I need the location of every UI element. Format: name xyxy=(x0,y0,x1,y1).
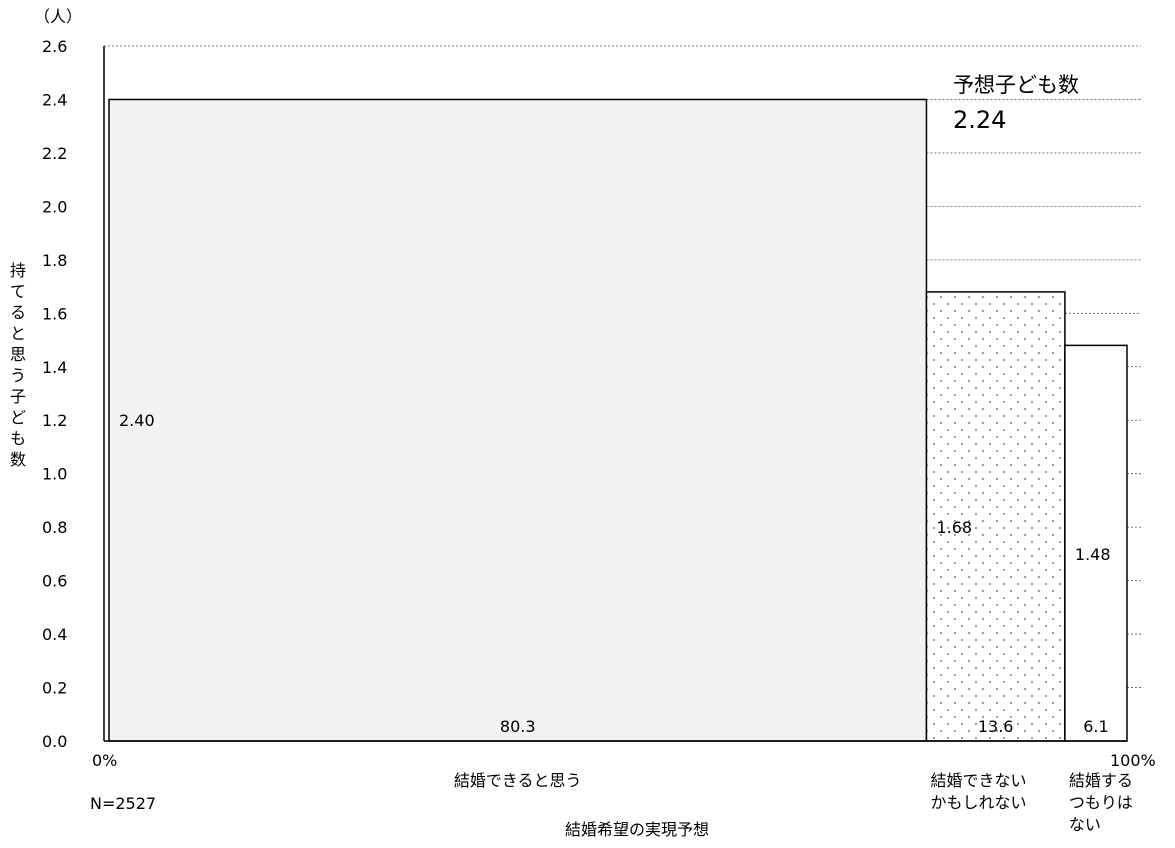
bar-value-label: 1.68 xyxy=(936,518,972,537)
bar-share-label: 13.6 xyxy=(978,717,1014,736)
y-axis-title-char: と xyxy=(10,324,26,343)
y-tick-label: 1.8 xyxy=(42,251,67,270)
annotation-title: 予想子ども数 xyxy=(953,73,1079,97)
y-tick-label: 2.4 xyxy=(42,90,67,109)
bar xyxy=(108,98,928,742)
y-axis-title-char: る xyxy=(10,303,26,322)
x-axis-title: 結婚希望の実現予想 xyxy=(565,820,709,839)
y-axis-title-char: 思 xyxy=(10,345,26,364)
category-label: ない xyxy=(1069,815,1101,834)
bar-share-label: 6.1 xyxy=(1083,717,1108,736)
bar-value-label: 2.40 xyxy=(119,411,155,430)
axes: 0.0 0.2 0.4 0.6 0.8 1.0 1.2 1.4 1.6 1.8 2.0 2.2 2.4 2… xyxy=(42,37,1127,751)
x-end-label: 100% xyxy=(1110,751,1156,770)
category-label: 結婚する xyxy=(1069,771,1133,790)
y-unit-label: （人） xyxy=(34,7,82,26)
y-axis-title-char: う xyxy=(10,366,26,385)
y-tick-label: 0.6 xyxy=(42,572,67,591)
y-tick-label: 1.4 xyxy=(42,358,67,377)
y-axis-title-char: て xyxy=(10,282,26,301)
bars xyxy=(108,98,1128,742)
x-start-label: 0% xyxy=(92,751,117,770)
annotation-value: 2.24 xyxy=(953,106,1006,134)
y-axis-title-char: 数 xyxy=(10,450,26,469)
bar xyxy=(1064,344,1128,742)
y-axis-title-char: ど xyxy=(10,408,26,427)
y-tick-label: 2.0 xyxy=(42,197,67,216)
category-label: つもりは xyxy=(1069,793,1133,812)
y-axis-title-char: も xyxy=(10,429,26,448)
bar-value-label: 1.48 xyxy=(1075,545,1111,564)
y-tick-label: 1.6 xyxy=(42,304,67,323)
category-label: 結婚できない xyxy=(930,771,1026,790)
y-tick-label: 2.6 xyxy=(42,37,67,56)
category-label: かもしれない xyxy=(930,793,1026,812)
y-axis-title: 持てると思う子ども数 xyxy=(10,261,26,469)
sample-size-note: N=2527 xyxy=(90,794,156,813)
bar-share-label: 80.3 xyxy=(500,717,536,736)
y-tick-label: 0.4 xyxy=(42,625,67,644)
bar xyxy=(925,291,1066,742)
gridlines xyxy=(104,45,1141,688)
y-tick-label: 2.2 xyxy=(42,144,67,163)
y-axis-title-char: 持 xyxy=(10,261,26,280)
y-tick-label: 0.0 xyxy=(42,732,67,751)
y-tick-label: 0.2 xyxy=(42,679,67,698)
y-tick-label: 1.2 xyxy=(42,411,67,430)
category-label: 結婚できると思う xyxy=(454,771,582,790)
y-tick-label: 0.8 xyxy=(42,518,67,537)
y-tick-label: 1.0 xyxy=(42,465,67,484)
y-axis-title-char: 子 xyxy=(10,387,26,406)
